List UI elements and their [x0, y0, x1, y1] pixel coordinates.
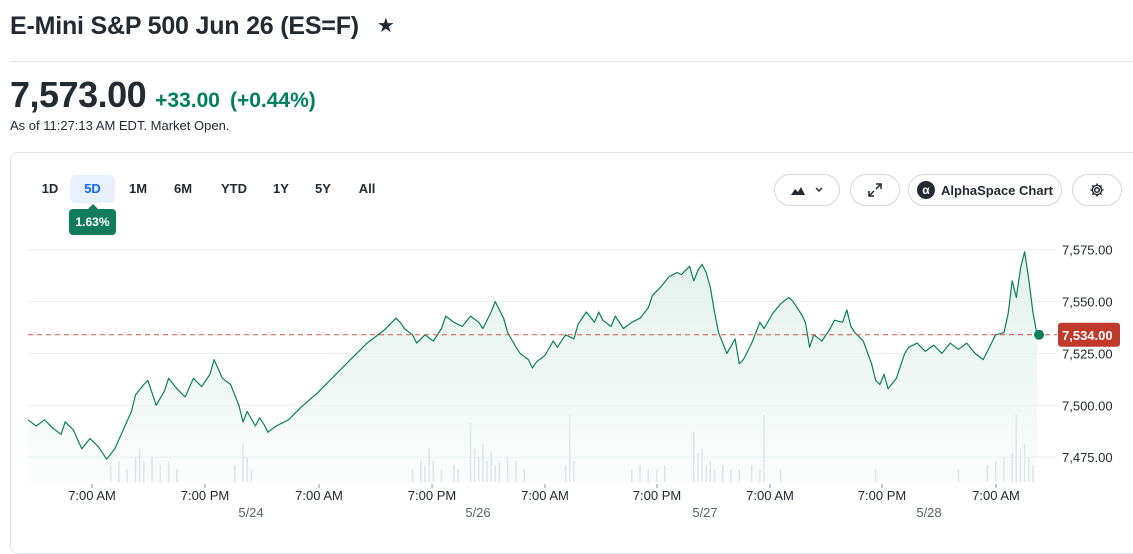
current-price-tag: 7,534.00 [1058, 322, 1120, 347]
current-price-tag-bg [1058, 322, 1120, 347]
x-date-label: 5/26 [465, 505, 490, 520]
price-change: +33.00 [155, 89, 220, 112]
y-tick-label: 7,550.00 [1062, 295, 1113, 310]
x-tick-label: 7:00 PM [633, 488, 681, 503]
alphaspace-label: AlphaSpace Chart [941, 182, 1053, 198]
range-6m[interactable]: 6M [173, 181, 193, 196]
x-tick-label: 7:00 AM [972, 488, 1020, 503]
x-date-label: 5/28 [916, 505, 941, 520]
gear-icon [1090, 183, 1104, 197]
range-all[interactable]: All [358, 181, 376, 196]
current-price: 7,573.00 [10, 74, 147, 115]
alphaspace-logo-icon: α [917, 181, 935, 199]
period-change-badge: 1.63% [69, 204, 116, 235]
price-change-percent: (+0.44%) [229, 89, 316, 112]
expand-icon [868, 183, 882, 197]
range-1m[interactable]: 1M [128, 181, 148, 196]
y-tick-label: 7,575.00 [1062, 243, 1113, 258]
expand-button[interactable] [850, 174, 900, 206]
header-title-row: E-Mini S&P 500 Jun 26 (ES=F) ★ [10, 8, 395, 44]
range-5y[interactable]: 5Y [315, 181, 331, 196]
x-tick-label: 7:00 AM [68, 488, 116, 503]
y-tick-label: 7,500.00 [1062, 398, 1113, 413]
x-tick-label: 7:00 PM [408, 488, 456, 503]
range-ytd[interactable]: YTD [221, 181, 247, 196]
settings-button[interactable] [1072, 174, 1122, 206]
y-tick-label: 7,525.00 [1062, 346, 1113, 361]
range-1y[interactable]: 1Y [273, 181, 289, 196]
chevron-down-icon [815, 187, 823, 193]
last-price-dot [1034, 329, 1044, 340]
x-tick-label: 7:00 PM [181, 488, 229, 503]
current-price-label: 7,534.00 [1062, 328, 1113, 343]
y-tick-label: 7,475.00 [1062, 450, 1113, 465]
price-chart[interactable]: 7,575.00 7,550.00 7,525.00 7,500.00 7,475.00… [0, 0, 1133, 523]
y-axis: 7,575.00 7,550.00 7,525.00 7,500.00 7,475.00 [1062, 243, 1113, 465]
x-tick-label: 7:00 AM [521, 488, 569, 503]
price-line [27, 251, 1038, 460]
market-status: As of 11:27:13 AM EDT. Market Open. [10, 118, 230, 133]
alphaspace-chart-button[interactable]: α AlphaSpace Chart [908, 174, 1062, 206]
mountain-chart-icon [791, 187, 805, 195]
x-tick-label: 7:00 AM [746, 488, 794, 503]
chart-type-button[interactable] [774, 174, 840, 206]
divider [10, 61, 1133, 62]
x-axis: 7:00 AM 7:00 PM 7:00 AM 7:00 PM 7:00 AM 7:00 … [68, 484, 1020, 520]
x-tick-label: 7:00 PM [858, 488, 906, 503]
star-icon[interactable]: ★ [376, 15, 395, 37]
range-5d[interactable]: 5D [70, 175, 115, 203]
x-tick-label: 7:00 AM [295, 488, 343, 503]
range-1d[interactable]: 1D [41, 181, 59, 196]
quote-price-row: 7,573.00 +33.00 (+0.44%) [10, 74, 316, 116]
x-date-label: 5/27 [692, 505, 717, 520]
x-date-label: 5/24 [238, 505, 263, 520]
page-title: E-Mini S&P 500 Jun 26 (ES=F) [10, 11, 359, 40]
